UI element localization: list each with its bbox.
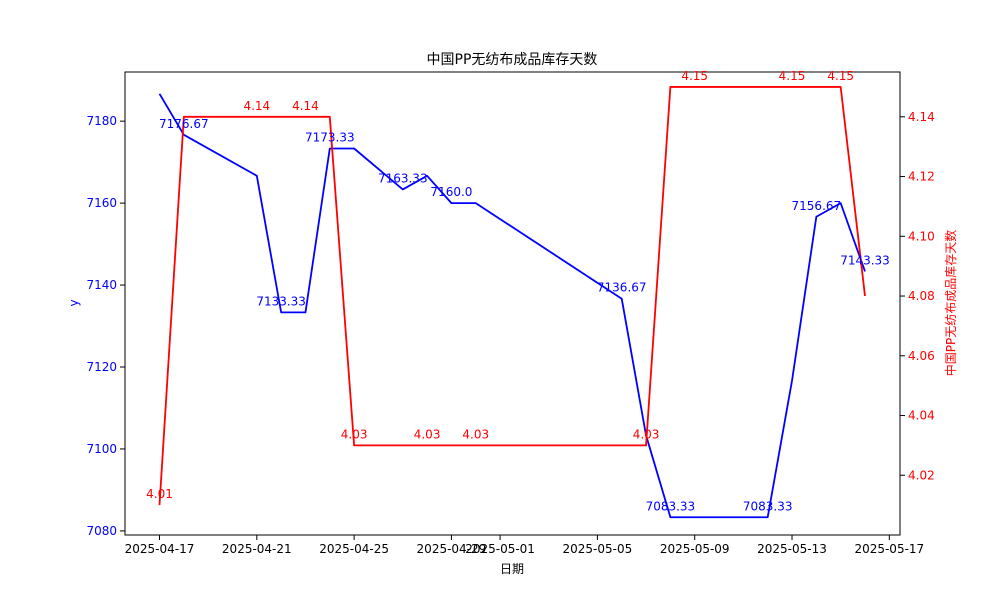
data-label: 7160.0 [430,185,472,199]
x-tick-label: 2025-04-17 [125,542,195,556]
left-tick-label: 7120 [86,360,117,374]
red-series-line [158,86,866,506]
right-y-axis-ticks: 4.02 4.04 4.06 4.08 4.10 4.12 4.14 [900,110,935,482]
left-tick-label: 7080 [86,524,117,538]
data-label: 4.15 [779,69,806,83]
data-label: 4.03 [633,427,660,441]
left-y-axis-label: y [67,299,81,306]
x-tick-label: 2025-05-01 [465,542,535,556]
right-tick-label: 4.12 [908,170,935,184]
data-label: 7156.67 [792,199,842,213]
right-tick-label: 4.02 [908,468,935,482]
data-label: 7143.33 [840,253,890,267]
left-tick-label: 7160 [86,196,117,210]
right-tick-label: 4.14 [908,110,935,124]
data-label: 4.14 [292,99,319,113]
right-tick-label: 4.10 [908,229,935,243]
data-label: 7083.33 [646,499,696,513]
data-label: 4.03 [462,427,489,441]
data-label: 7173.33 [305,130,355,144]
x-tick-label: 2025-04-29 [417,542,487,556]
data-label: 7136.67 [597,281,647,295]
right-y-axis-label: 中国PP无纺布成品库存天数 [943,230,958,376]
right-tick-label: 4.04 [908,409,935,423]
right-tick-label: 4.08 [908,289,935,303]
left-tick-label: 7180 [86,114,117,128]
data-label: 4.01 [146,487,173,501]
x-tick-label: 2025-05-13 [757,542,827,556]
series-layer [158,86,866,519]
data-label: 4.03 [414,427,441,441]
data-label: 4.15 [681,69,708,83]
data-label: 7133.33 [256,294,306,308]
left-tick-label: 7140 [86,278,117,292]
x-tick-label: 2025-04-25 [319,542,389,556]
x-axis-label: 日期 [500,562,524,576]
left-y-axis-ticks: 7080 7100 7120 7140 7160 7180 [86,114,125,538]
left-tick-label: 7100 [86,442,117,456]
data-label: 4.15 [827,69,854,83]
plot-area-frame [124,71,901,536]
x-axis-ticks: 2025-04-17 2025-04-21 2025-04-25 2025-04-29… [125,535,924,556]
x-tick-label: 2025-04-21 [222,542,292,556]
x-tick-label: 2025-05-17 [854,542,924,556]
x-tick-label: 2025-05-05 [563,542,633,556]
data-label: 7083.33 [743,499,793,513]
x-tick-label: 2025-05-09 [660,542,730,556]
data-label: 7163.33 [378,171,428,185]
data-label: 4.14 [243,99,270,113]
data-label: 7176.67 [159,117,209,131]
right-tick-label: 4.06 [908,349,935,363]
data-label: 4.03 [341,427,368,441]
chart-title: 中国PP无纺布成品库存天数 [427,52,598,68]
blue-series-line [158,93,866,519]
